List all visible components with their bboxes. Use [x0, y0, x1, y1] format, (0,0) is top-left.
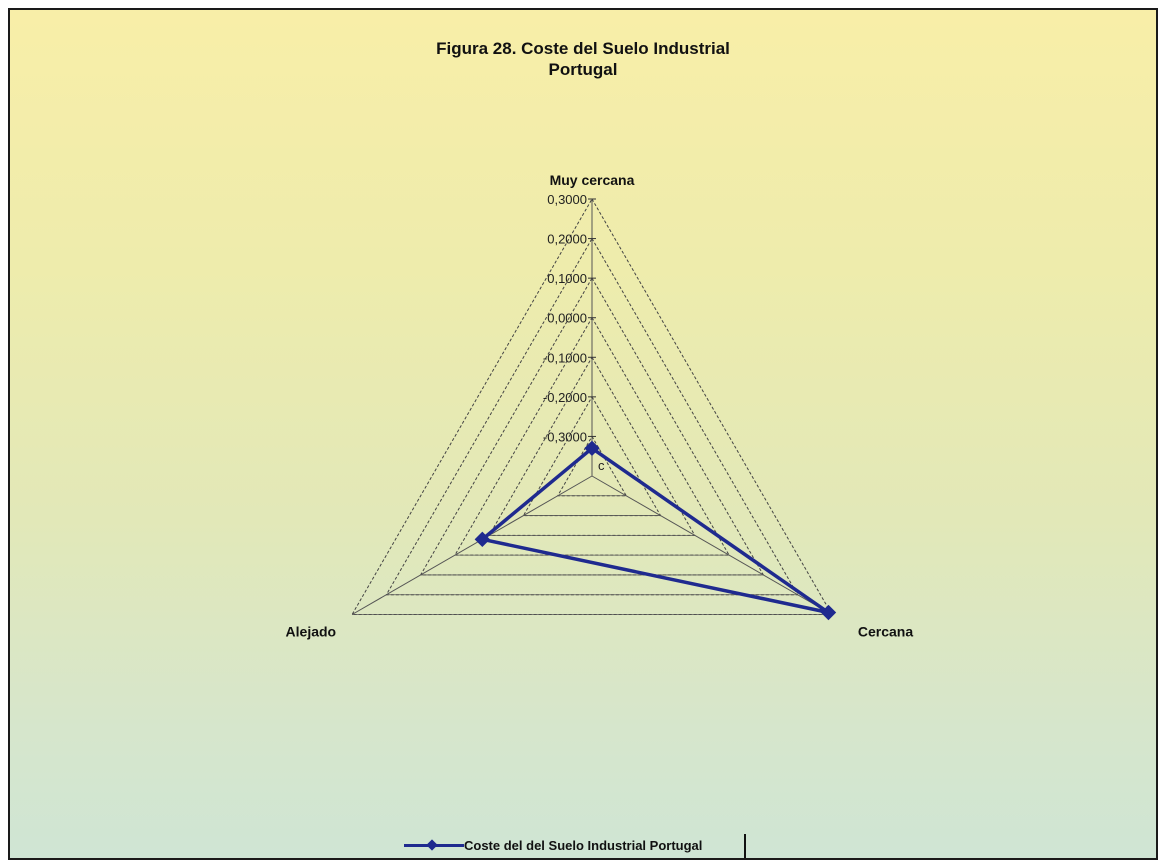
axis-spoke	[351, 475, 593, 615]
axis-name-label: Alejado	[286, 624, 337, 640]
chart-title-line: Figura 28. Coste del Suelo Industrial	[436, 39, 730, 58]
tick-label: 0,0000	[547, 311, 587, 326]
center-label: c	[598, 458, 605, 473]
chart-frame: Figura 28. Coste del Suelo Industrial Po…	[8, 8, 1158, 860]
legend-line-marker-icon	[400, 838, 464, 852]
data-point-marker	[474, 531, 491, 548]
series-line	[480, 446, 831, 615]
axis-name-label: Muy cercana	[550, 172, 635, 188]
tick-label: 0,3000	[547, 192, 587, 207]
data-point-marker	[820, 604, 837, 621]
chart-title: Figura 28. Coste del Suelo Industrial Po…	[10, 38, 1156, 80]
data-point-marker	[584, 440, 600, 457]
legend: Coste del del Suelo Industrial Portugal	[400, 830, 780, 858]
tick-label: -0,1000	[543, 350, 587, 365]
grid-ring	[419, 277, 765, 576]
axis-spoke	[591, 475, 833, 615]
tick-label: 0,2000	[547, 232, 587, 247]
legend-border-mark	[744, 834, 746, 858]
tick-label: -0,2000	[543, 390, 587, 405]
axis-name-label: Cercana	[858, 624, 913, 640]
tick-label: -0,3000	[543, 429, 587, 444]
tick-label: 0,1000	[547, 271, 587, 286]
legend-label: Coste del del Suelo Industrial Portugal	[464, 837, 703, 853]
grid-ring	[488, 356, 696, 536]
chart-subtitle-line: Portugal	[548, 60, 618, 79]
radar-chart: 0,3000 0,2000 0,1000 0,0000 -0,1000 -0,2000 -0…	[286, 172, 914, 640]
